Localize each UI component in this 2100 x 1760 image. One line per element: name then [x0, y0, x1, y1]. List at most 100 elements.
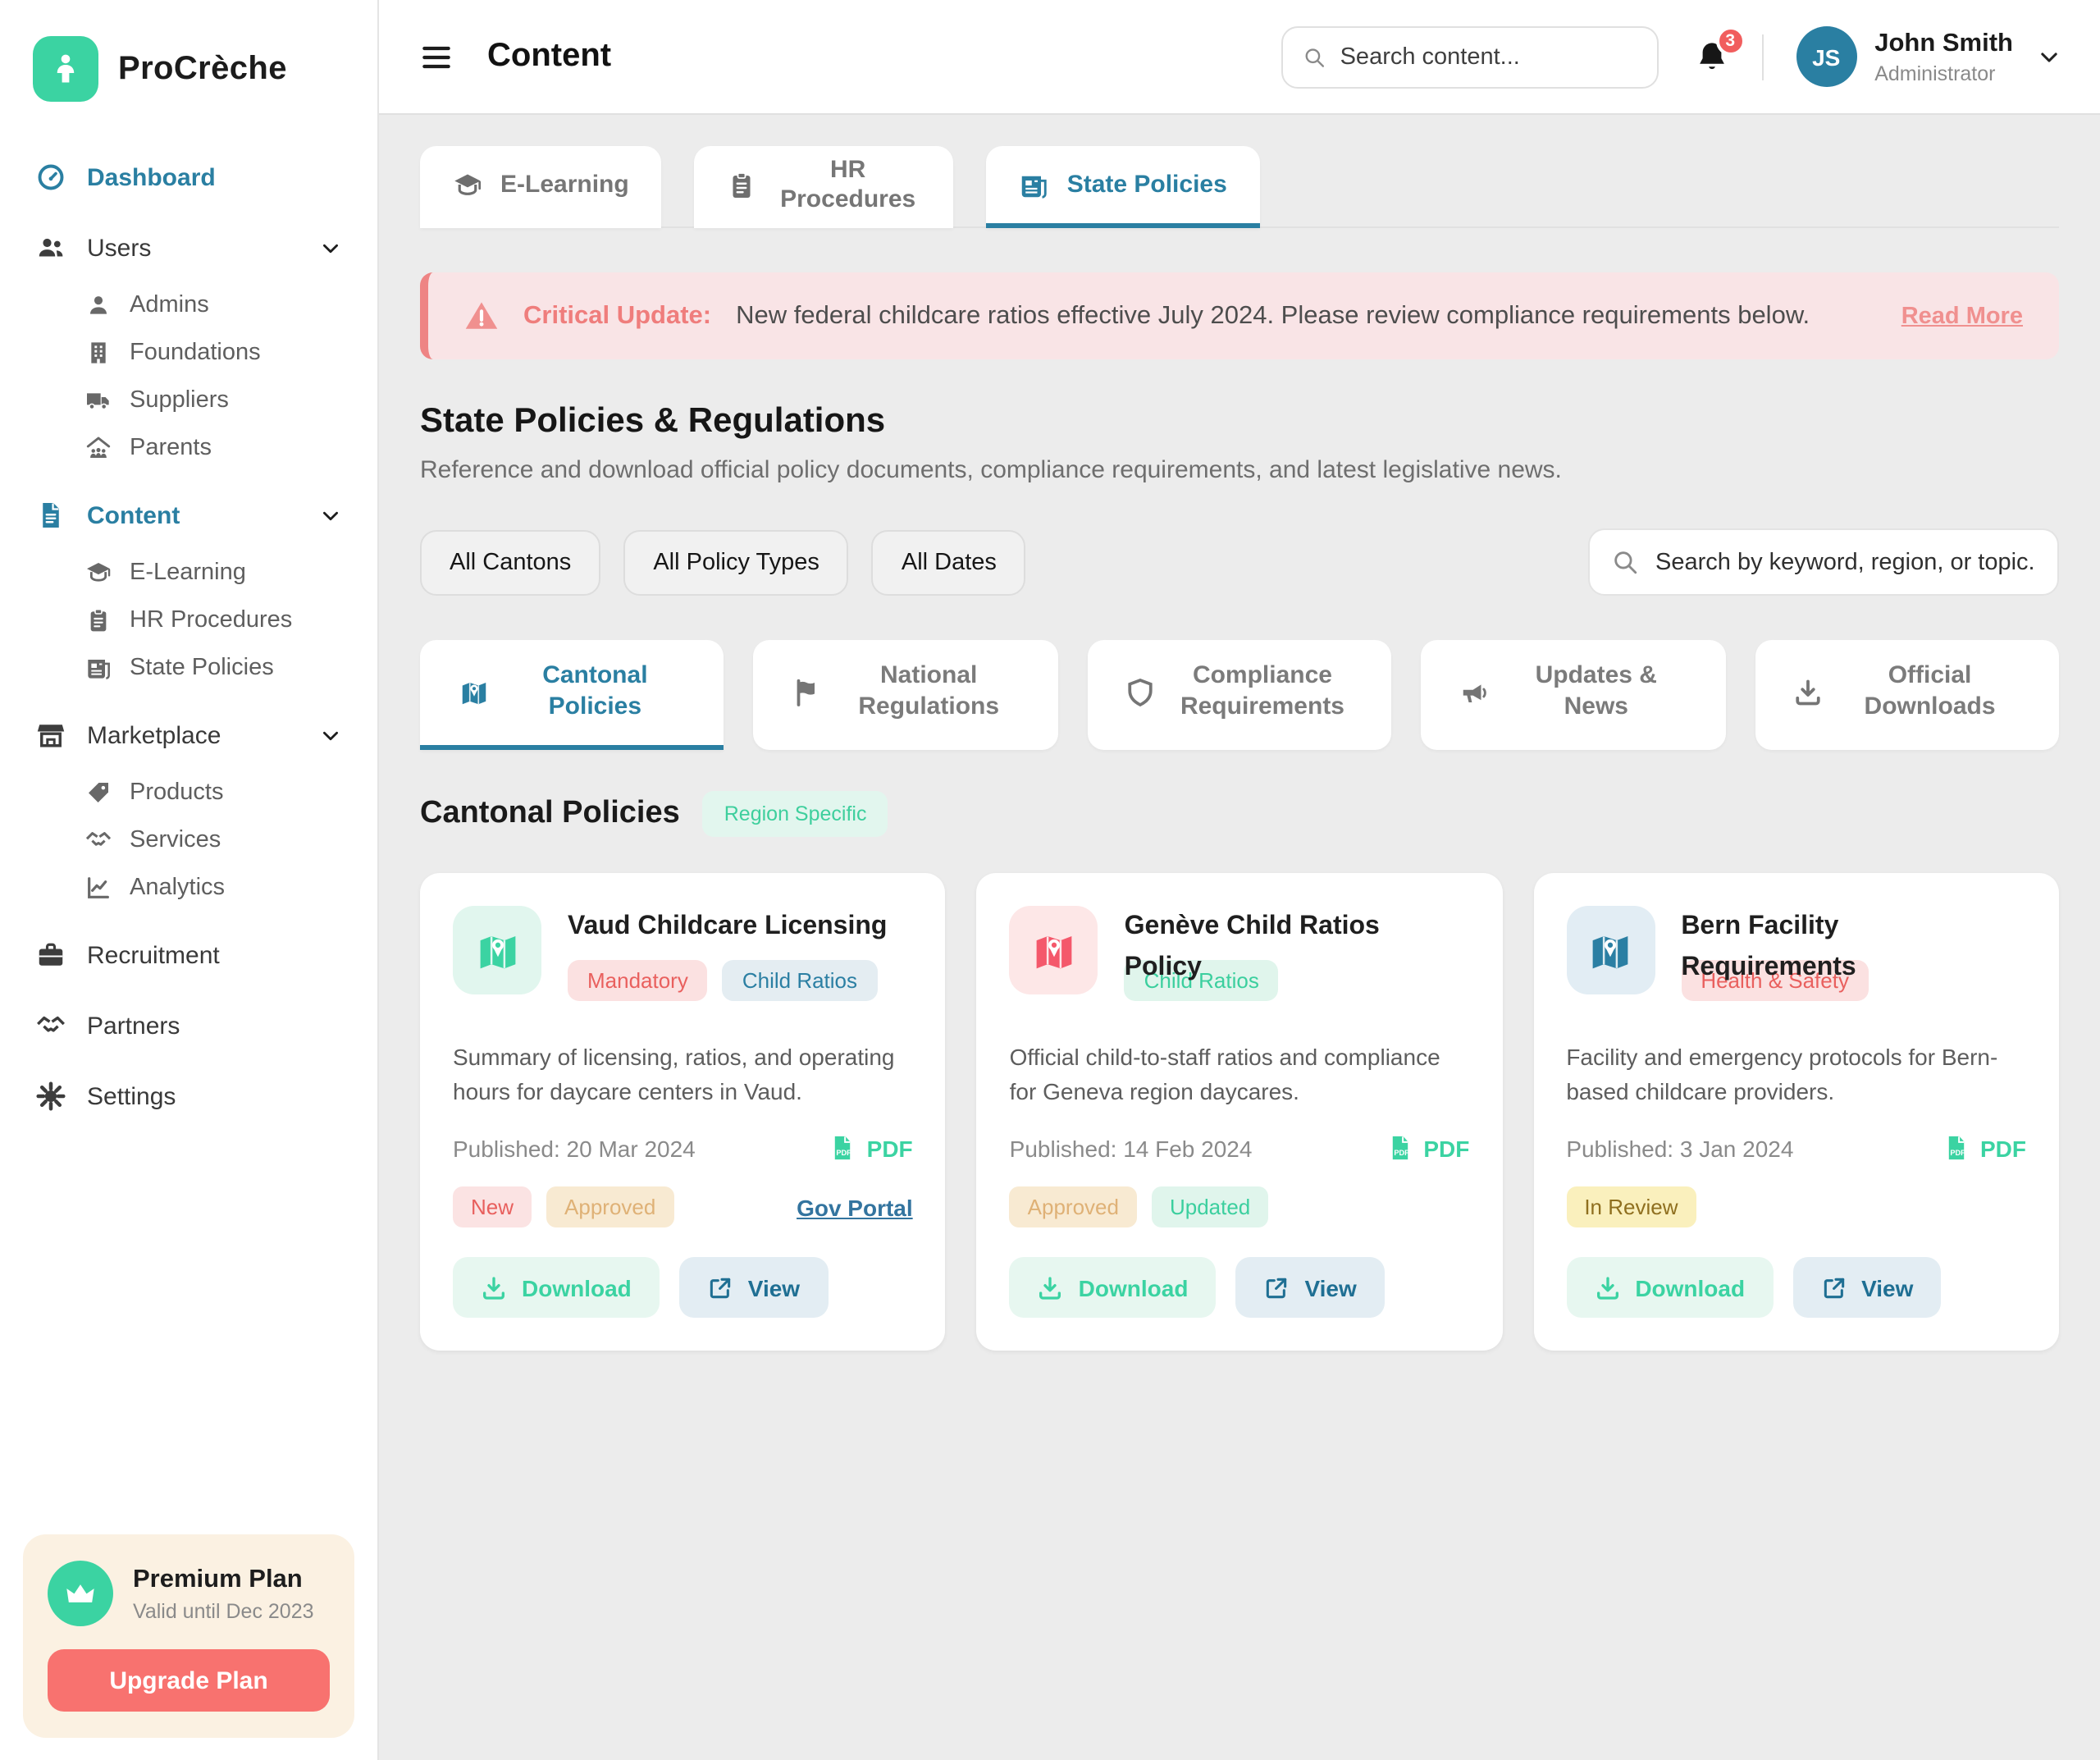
section-page-title: State Policies & Regulations: [420, 402, 886, 440]
crown-icon: [48, 1561, 113, 1626]
sidebar-item-suppliers[interactable]: Suppliers: [23, 376, 354, 423]
sidebar-nav: Dashboard Users Admins Foundations Suppl…: [23, 148, 354, 1126]
card-status-tags: In Review: [1566, 1186, 1696, 1227]
map-icon: [1009, 906, 1098, 994]
family-icon: [85, 434, 112, 460]
clipboard-icon: [728, 170, 757, 199]
users-icon: [36, 233, 66, 263]
external-link-icon: [1820, 1274, 1847, 1301]
view-button[interactable]: View: [1792, 1257, 1942, 1318]
sidebar-item-label: Dashboard: [87, 163, 216, 191]
sidebar-item-hr-procedures[interactable]: HR Procedures: [23, 596, 354, 643]
sidebar-item-dashboard[interactable]: Dashboard: [23, 148, 354, 207]
clipboard-icon: [85, 606, 112, 633]
external-link-icon: [707, 1274, 733, 1301]
sidebar-users-submenu: Admins Foundations Suppliers Parents: [23, 281, 354, 471]
category-compliance-requirements[interactable]: Compliance Requirements: [1087, 640, 1392, 750]
chevron-down-icon: [320, 725, 341, 746]
category-updates-news[interactable]: Updates & News: [1421, 640, 1726, 750]
policy-cards: Vaud Childcare Licensing Mandatory Child…: [420, 873, 2059, 1351]
tab-elearning[interactable]: E-Learning: [420, 146, 662, 228]
status-tag: Approved: [546, 1186, 674, 1227]
keyword-search[interactable]: [1588, 528, 2059, 596]
card-badges: Mandatory Child Ratios: [568, 960, 878, 1001]
newspaper-icon: [85, 654, 112, 680]
search-icon: [1302, 43, 1325, 70]
alert-message: New federal childcare ratios effective J…: [736, 301, 1810, 329]
download-button[interactable]: Download: [1566, 1257, 1774, 1318]
upgrade-plan-button[interactable]: Upgrade Plan: [48, 1649, 330, 1712]
avatar: JS: [1796, 26, 1857, 87]
category-official-downloads[interactable]: Official Downloads: [1755, 640, 2059, 750]
megaphone-icon: [1460, 678, 1490, 707]
sidebar-item-marketplace[interactable]: Marketplace: [23, 706, 354, 765]
top-header: Content 3 JS John Smith Administrator: [379, 0, 2100, 113]
gov-portal-link[interactable]: Gov Portal: [797, 1194, 913, 1220]
user-role: Administrator: [1874, 62, 1996, 85]
sidebar-item-state-policies[interactable]: State Policies: [23, 643, 354, 691]
view-button[interactable]: View: [678, 1257, 829, 1318]
sidebar-item-label: Users: [87, 234, 152, 262]
category-cantonal-policies[interactable]: Cantonal Policies: [420, 640, 724, 750]
critical-update-banner: Critical Update: New federal childcare r…: [420, 272, 2059, 359]
sidebar-item-products[interactable]: Products: [23, 768, 354, 816]
card-title: Genève Child Ratios Policy: [1124, 912, 1380, 981]
category-national-regulations[interactable]: National Regulations: [753, 640, 1058, 750]
sidebar-item-recruitment[interactable]: Recruitment: [23, 926, 354, 985]
map-icon: [453, 906, 541, 994]
keyword-search-input[interactable]: [1655, 549, 2036, 575]
sidebar-item-elearning[interactable]: E-Learning: [23, 548, 354, 596]
sidebar-item-services[interactable]: Services: [23, 816, 354, 863]
notifications-button[interactable]: 3: [1694, 26, 1746, 74]
download-button[interactable]: Download: [1009, 1257, 1217, 1318]
map-icon: [1566, 906, 1655, 994]
header-search-input[interactable]: [1340, 43, 1637, 70]
sidebar-item-partners[interactable]: Partners: [23, 996, 354, 1055]
graduation-cap-icon: [453, 170, 482, 199]
view-button[interactable]: View: [1235, 1257, 1385, 1318]
read-more-link[interactable]: Read More: [1901, 303, 2023, 329]
building-icon: [85, 339, 112, 365]
sidebar-item-admins[interactable]: Admins: [23, 281, 354, 328]
sidebar-item-users[interactable]: Users: [23, 218, 354, 277]
sidebar-item-foundations[interactable]: Foundations: [23, 328, 354, 376]
tab-state-policies[interactable]: State Policies: [986, 146, 1260, 228]
date-filter[interactable]: All Dates: [871, 529, 1026, 595]
card-badges: Child Ratios: [1124, 960, 1279, 1001]
sidebar-item-label: Content: [87, 501, 180, 529]
policy-type-filter[interactable]: All Policy Types: [623, 529, 849, 595]
warning-icon: [464, 299, 499, 333]
card-badges: Health & Safety: [1681, 960, 1869, 1001]
download-icon: [1794, 678, 1824, 707]
card-published-date: Published: 20 Mar 2024: [453, 1135, 696, 1161]
status-tag: Updated: [1151, 1186, 1269, 1227]
sidebar-item-parents[interactable]: Parents: [23, 423, 354, 471]
chart-line-icon: [85, 874, 112, 900]
header-divider: [1761, 34, 1764, 80]
sidebar-item-content[interactable]: Content: [23, 486, 354, 545]
hamburger-menu-icon[interactable]: [418, 39, 454, 75]
region-specific-badge: Region Specific: [702, 791, 888, 837]
premium-plan-card: Premium Plan Valid until Dec 2023 Upgrad…: [23, 1534, 354, 1738]
section-title: Cantonal Policies: [420, 796, 680, 830]
app-title: ProCrèche: [118, 50, 287, 86]
download-icon: [481, 1274, 507, 1301]
download-button[interactable]: Download: [453, 1257, 660, 1318]
sidebar-item-label: Marketplace: [87, 721, 221, 749]
main-area: Content 3 JS John Smith Administrator: [379, 0, 2100, 1760]
card-status-tags: Approved Updated: [1009, 1186, 1269, 1227]
external-link-icon: [1263, 1274, 1290, 1301]
tab-hr-procedures[interactable]: HR Procedures: [694, 146, 954, 228]
sidebar-item-analytics[interactable]: Analytics: [23, 863, 354, 911]
graduation-cap-icon: [85, 559, 112, 585]
policy-card-vaud: Vaud Childcare Licensing Mandatory Child…: [420, 873, 946, 1351]
sidebar-item-settings[interactable]: Settings: [23, 1067, 354, 1126]
header-search[interactable]: [1281, 25, 1659, 88]
card-description: Official child-to-staff ratios and compl…: [1009, 1044, 1440, 1104]
canton-filter[interactable]: All Cantons: [420, 529, 601, 595]
user-menu[interactable]: JS John Smith Administrator: [1796, 26, 2061, 87]
card-badge: Mandatory: [568, 960, 708, 1001]
tag-icon: [85, 779, 112, 805]
card-title: Bern Facility Requirements: [1681, 912, 1856, 981]
